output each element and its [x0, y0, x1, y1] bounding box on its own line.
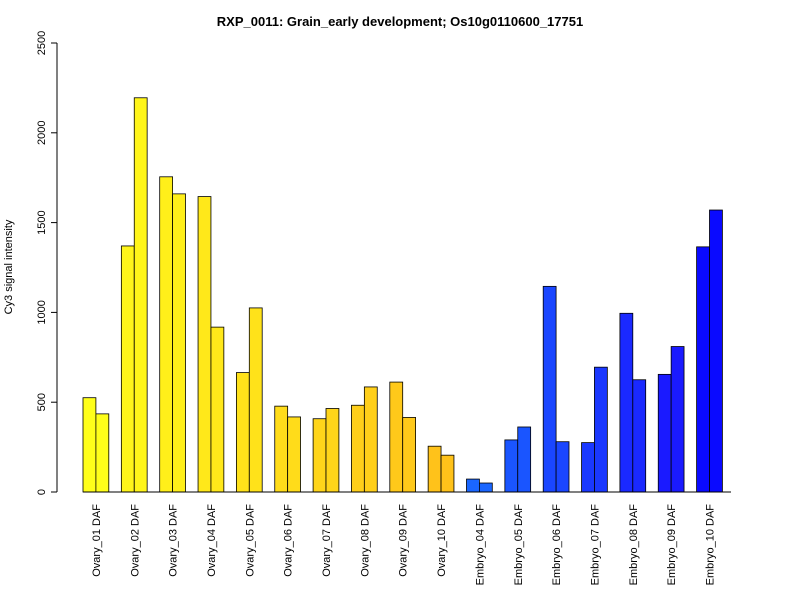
bar: [351, 404, 365, 493]
bar: [542, 285, 557, 493]
bar: [466, 478, 480, 493]
bar: [197, 196, 212, 493]
y-tick-label: 2000: [36, 121, 48, 145]
bar: [120, 245, 135, 493]
bar: [159, 176, 173, 493]
bar: [389, 381, 404, 493]
x-tick-label: Ovary_07 DAF: [321, 504, 333, 577]
x-tick-label: Embryo_05 DAF: [513, 504, 525, 586]
bar: [709, 209, 723, 493]
bar: [696, 246, 710, 493]
bar: [248, 307, 263, 493]
y-tick-label: 500: [36, 393, 48, 411]
x-tick-label: Ovary_02 DAF: [129, 504, 141, 577]
x-tick-label: Embryo_07 DAF: [589, 504, 601, 586]
x-tick-label: Embryo_08 DAF: [628, 504, 640, 586]
bar: [172, 193, 186, 493]
bar: [312, 418, 327, 493]
bar: [133, 97, 148, 493]
x-tick-label: Embryo_04 DAF: [474, 504, 486, 586]
bar: [427, 445, 442, 493]
bar: [82, 397, 97, 493]
bar: [210, 326, 225, 493]
x-tick-label: Ovary_08 DAF: [359, 504, 371, 577]
bar: [95, 413, 110, 493]
chart-title: RXP_0011: Grain_early development; Os10g…: [217, 14, 583, 29]
bar: [594, 366, 608, 493]
bar: [657, 373, 672, 493]
y-tick-label: 2500: [36, 31, 48, 55]
x-tick-label: Embryo_10 DAF: [705, 504, 717, 586]
y-axis-label: Cy3 signal intensity: [3, 219, 15, 314]
bar: [517, 426, 532, 493]
bar: [632, 379, 647, 493]
bar: [274, 405, 289, 493]
x-axis: Ovary_01 DAF Ovary_02 DAF Ovary_03 DAF Ovar…: [83, 491, 731, 586]
x-tick-label: Ovary_10 DAF: [436, 504, 448, 577]
bar: [670, 346, 685, 493]
bar: [235, 372, 250, 493]
x-tick-label: Ovary_03 DAF: [168, 504, 180, 577]
bar: [325, 408, 340, 493]
bars-group: [82, 97, 723, 493]
bar: [555, 441, 570, 493]
bar: [402, 417, 417, 493]
x-tick-label: Embryo_06 DAF: [551, 504, 563, 586]
bar: [287, 416, 301, 493]
bar: [440, 454, 455, 493]
y-tick-label: 0: [36, 489, 48, 495]
x-tick-label: Ovary_05 DAF: [244, 504, 256, 577]
bar: [619, 312, 634, 493]
bar: [363, 386, 378, 493]
bar: [478, 482, 493, 493]
y-axis: 0 500 1000 1500 2000 2500: [36, 31, 58, 495]
x-tick-label: Ovary_06 DAF: [283, 504, 295, 577]
bar: [504, 439, 519, 493]
x-tick-label: Ovary_01 DAF: [91, 504, 103, 577]
x-tick-label: Ovary_04 DAF: [206, 504, 218, 577]
bar: [581, 442, 595, 493]
y-tick-label: 1000: [36, 300, 48, 324]
y-tick-label: 1500: [36, 210, 48, 234]
x-tick-label: Ovary_09 DAF: [398, 504, 410, 577]
x-tick-label: Embryo_09 DAF: [666, 504, 678, 586]
